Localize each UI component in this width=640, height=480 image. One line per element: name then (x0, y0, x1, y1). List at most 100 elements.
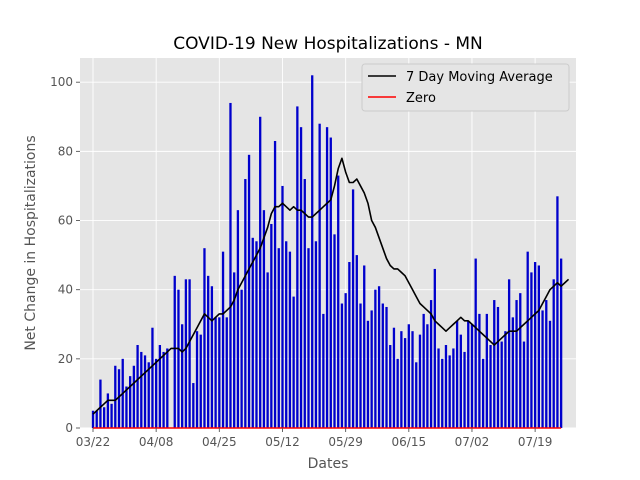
bar (351, 189, 355, 428)
legend: 7 Day Moving Average Zero (361, 63, 570, 112)
x-axis-label: Dates (308, 456, 349, 472)
bar (422, 313, 425, 428)
bar (478, 313, 481, 428)
bar (132, 365, 136, 428)
bar (400, 331, 403, 428)
bar (299, 127, 303, 429)
bar (559, 258, 563, 428)
bar (389, 345, 392, 428)
bar (396, 358, 399, 428)
bar (125, 386, 128, 428)
legend-label-zero: Zero (406, 91, 436, 106)
bar (433, 268, 436, 428)
bar (504, 331, 507, 428)
bar (385, 306, 388, 428)
bar (530, 272, 533, 428)
y-tick-label: 0 (65, 421, 73, 435)
bar (177, 289, 180, 428)
bar (403, 338, 407, 428)
y-axis-ticks: 0 20 40 60 80 100 (50, 75, 80, 435)
bar (545, 300, 548, 428)
bar (381, 303, 384, 428)
bar (556, 196, 559, 428)
bar (366, 320, 370, 428)
bar (255, 241, 258, 428)
bar (259, 116, 262, 429)
bar (314, 241, 318, 428)
x-tick-label: 07/19 (518, 435, 553, 449)
x-tick-label: 03/22 (76, 435, 111, 449)
bar (155, 358, 158, 428)
y-tick-label: 40 (58, 283, 73, 297)
bar (333, 234, 336, 428)
legend-box (361, 63, 570, 112)
y-tick-label: 100 (50, 75, 73, 89)
bar (493, 300, 496, 428)
bar (359, 303, 362, 428)
bar (307, 248, 310, 428)
bar (296, 106, 299, 428)
bar (459, 334, 462, 428)
bar (288, 251, 292, 428)
bar (426, 324, 429, 428)
bar (251, 237, 254, 428)
bar (548, 320, 552, 428)
bar (481, 358, 485, 428)
bar (363, 265, 366, 428)
bar (455, 320, 459, 428)
bar (370, 310, 373, 428)
bar (173, 275, 176, 428)
x-tick-label: 04/25 (202, 435, 237, 449)
bar (158, 345, 162, 428)
bar (541, 310, 544, 428)
y-tick-label: 20 (58, 352, 73, 366)
bar (444, 345, 448, 428)
bar (207, 275, 210, 428)
bar (348, 262, 351, 428)
bar (355, 255, 358, 428)
bar (537, 265, 540, 428)
bar (325, 127, 329, 429)
bar (496, 306, 500, 428)
bar (184, 279, 188, 428)
bar (140, 351, 143, 428)
bar (526, 251, 529, 428)
bar (344, 293, 347, 428)
bar (106, 393, 110, 428)
bar (374, 289, 377, 428)
bar (511, 317, 514, 428)
bar (441, 358, 444, 428)
bar (262, 210, 266, 428)
bar (452, 348, 455, 428)
bar (285, 241, 288, 428)
bar (303, 179, 306, 428)
bar (95, 410, 98, 428)
bar (277, 248, 280, 428)
bar (192, 383, 195, 428)
bar (188, 279, 191, 428)
bar (166, 348, 169, 428)
bar (225, 317, 228, 428)
bar (162, 351, 165, 428)
bar (411, 331, 414, 428)
y-tick-label: 80 (58, 144, 73, 158)
bar (229, 102, 232, 428)
bar (463, 351, 466, 428)
bar (233, 272, 236, 428)
bar (322, 313, 325, 428)
bar (195, 331, 199, 428)
bar (292, 296, 295, 428)
x-tick-label: 04/08 (139, 435, 174, 449)
bar (522, 341, 526, 428)
bar (392, 327, 396, 428)
bar (247, 154, 251, 428)
x-tick-label: 05/29 (328, 435, 363, 449)
bar (507, 279, 511, 428)
bar (533, 262, 537, 428)
bar (214, 317, 217, 428)
bar (181, 324, 184, 428)
bar (311, 75, 314, 428)
moving-average-line (92, 157, 570, 415)
bar (102, 407, 106, 428)
